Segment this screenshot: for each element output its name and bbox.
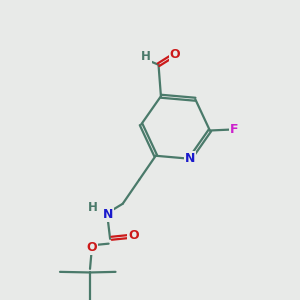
Text: H: H xyxy=(141,50,151,63)
Text: F: F xyxy=(230,122,239,136)
Text: O: O xyxy=(170,48,180,61)
Text: O: O xyxy=(86,242,97,254)
Text: N: N xyxy=(185,152,195,165)
Text: O: O xyxy=(128,230,139,242)
Text: N: N xyxy=(103,208,113,221)
Text: H: H xyxy=(88,201,98,214)
